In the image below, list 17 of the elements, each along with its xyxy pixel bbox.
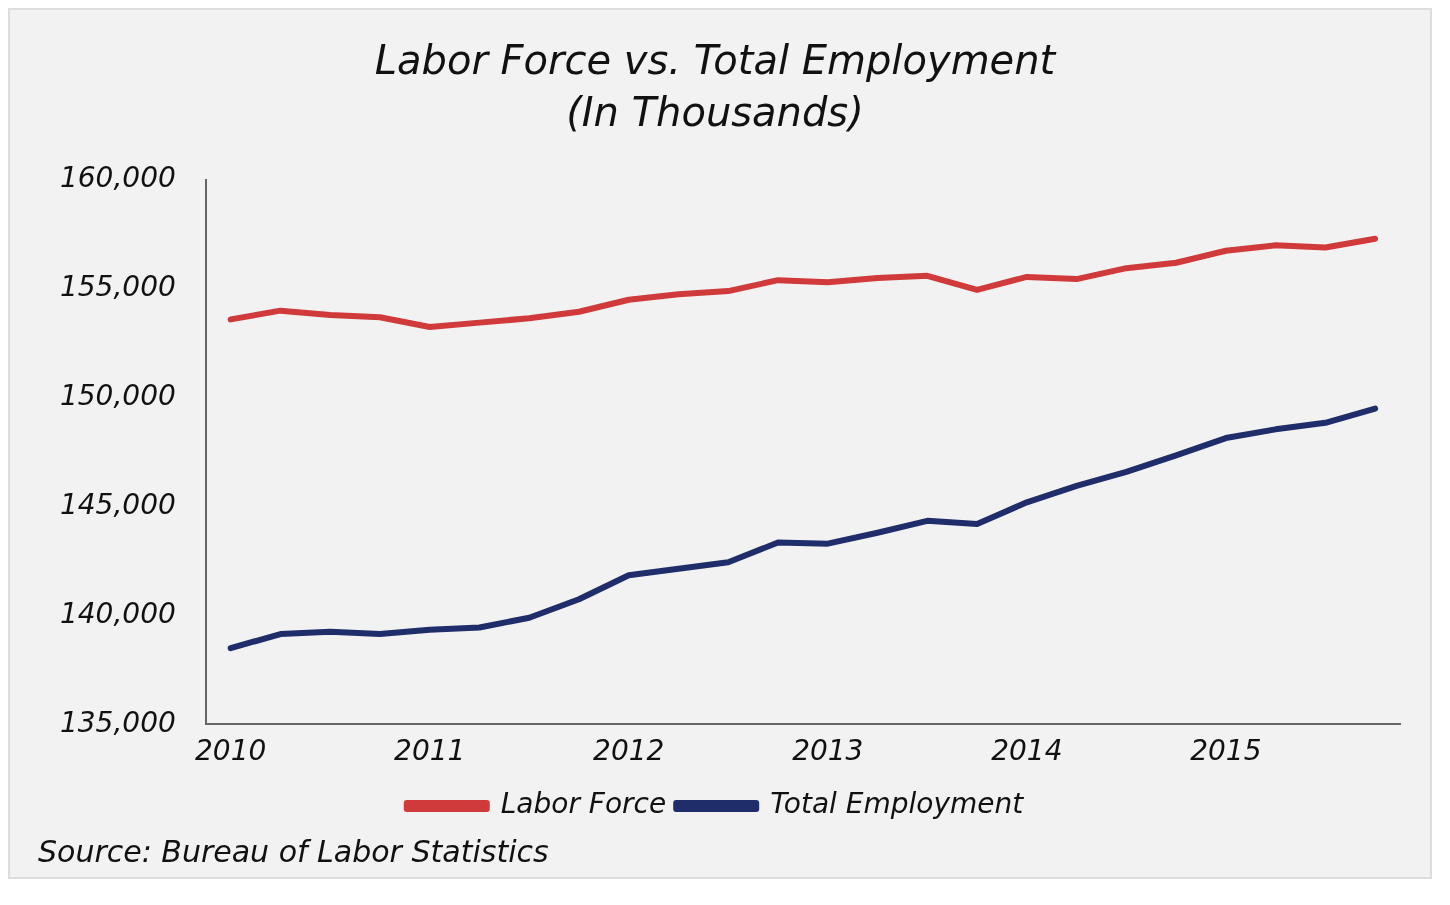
chart-title: Labor Force vs. Total Employment (374, 37, 1057, 84)
x-tick-label: 2010 (195, 734, 267, 768)
y-tick-label: 140,000 (59, 596, 176, 630)
source-note: Source: Bureau of Labor Statistics (37, 833, 550, 871)
y-tick-label: 160,000 (59, 161, 176, 195)
legend-label: Total Employment (770, 787, 1025, 821)
y-tick-label: 150,000 (59, 379, 176, 413)
x-tick-label: 2013 (792, 734, 864, 768)
y-tick-label: 145,000 (59, 487, 176, 521)
y-tick-label: 135,000 (59, 705, 176, 739)
x-tick-label: 2015 (1190, 734, 1262, 768)
chart-subtitle: (In Thousands) (566, 89, 864, 136)
legend-label: Labor Force (500, 787, 667, 821)
x-tick-label: 2012 (593, 734, 665, 768)
y-tick-label: 155,000 (59, 270, 176, 304)
x-tick-label: 2014 (991, 734, 1063, 768)
x-tick-label: 2011 (394, 734, 466, 768)
